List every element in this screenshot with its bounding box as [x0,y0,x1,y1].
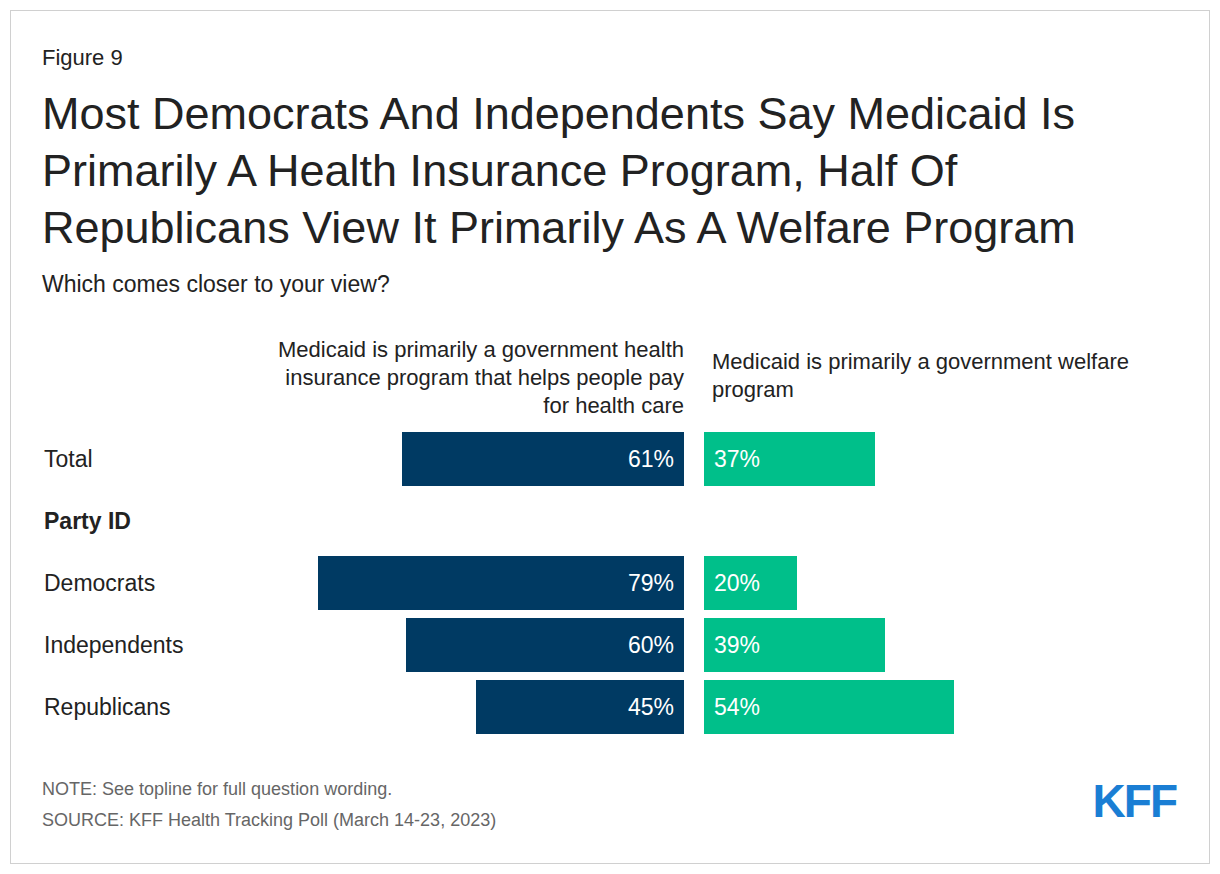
data-label: 61% [484,432,674,486]
plot-area-left [221,432,684,742]
subtitle: Which comes closer to your view? [42,273,390,296]
category-label: Independents [44,618,183,672]
source: SOURCE: KFF Health Tracking Poll (March … [42,811,496,829]
data-label: 45% [484,680,674,734]
series-header: Medicaid is primarily a government welfa… [712,348,1137,404]
series-header: Medicaid is primarily a government healt… [259,336,684,420]
category-label: Republicans [44,680,171,734]
title: Most Democrats And Independents Say Medi… [42,85,1192,256]
figure-label: Figure 9 [42,47,123,69]
note: NOTE: See topline for full question word… [42,780,392,798]
data-label: 20% [714,556,760,610]
chart-root: Figure 9 Most Democrats And Independents … [0,0,1220,874]
data-label: 54% [714,680,760,734]
category-label: Democrats [44,556,155,610]
page: {"chart_data": { "type": "bar", "orienta… [0,0,1220,874]
category-label: Party ID [44,494,131,548]
data-label: 79% [484,556,674,610]
data-label: 60% [484,618,674,672]
data-label: 37% [714,432,760,486]
data-label: 39% [714,618,760,672]
plot-area-right [704,432,1167,742]
category-label: Total [44,432,93,486]
logo: KFF [1040,778,1176,824]
